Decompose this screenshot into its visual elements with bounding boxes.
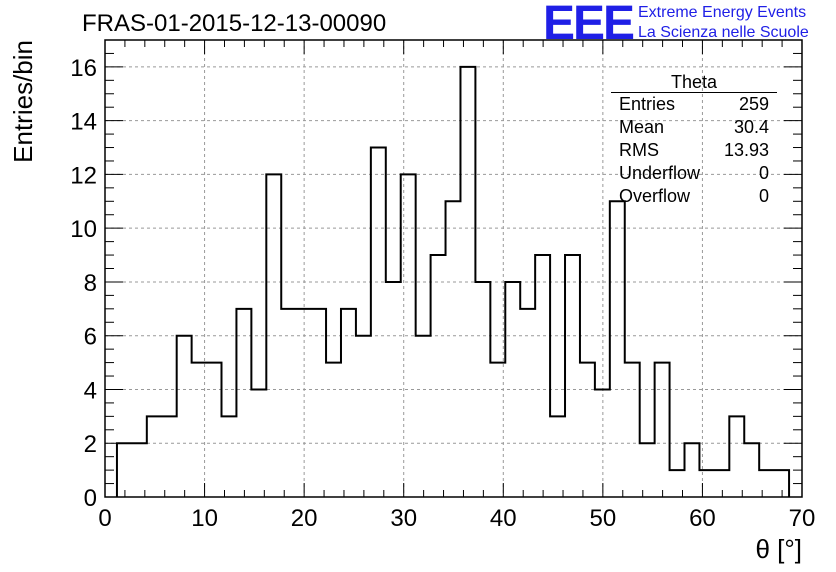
histogram-bin [281,309,296,497]
stats-row-underflow: Underflow 0 [611,162,777,185]
histogram-bin [685,443,700,497]
histogram-bin [759,470,774,497]
histogram-bin [446,201,461,497]
stats-label: Overflow [619,186,691,206]
eee-line-1: Extreme Energy Events [638,4,807,21]
chart-title: FRAS-01-2015-12-13-00090 [82,10,387,37]
histogram-bin [550,416,565,497]
histogram-bin [356,336,371,497]
histogram-bin [416,336,431,497]
histogram-bin [670,470,685,497]
histogram-bin [431,255,446,497]
histogram-bin [221,416,236,497]
x-tick-label: 30 [390,505,417,532]
histogram-bin [311,309,326,497]
histogram-bin [520,309,535,497]
histogram-bin [625,363,640,497]
histogram-bin [774,470,789,497]
histogram-bin [371,148,386,497]
x-axis-label: θ [°] [755,534,802,564]
stats-value: 30.4 [733,117,769,137]
histogram-bin [640,443,655,497]
y-tick-label: 16 [70,55,97,82]
stats-label: RMS [619,140,659,160]
plot-frame [104,39,803,498]
histogram-bin [296,309,311,497]
histogram-bin [162,416,177,497]
histogram-bin [132,443,147,497]
histogram-bin [595,389,610,497]
y-tick-label: 6 [84,324,97,351]
eee-logo: EEE [543,0,635,50]
histogram-bin [192,363,207,497]
y-tick-label: 12 [70,162,97,189]
stats-label: Mean [619,117,665,137]
histogram-bin [475,282,490,497]
histogram-bin [117,443,132,497]
histogram-outline [115,65,791,497]
histogram-bin [655,363,670,497]
y-tick-label: 4 [84,377,97,404]
histogram-bin [147,416,162,497]
x-tick-label: 50 [590,505,617,532]
x-tick-label: 0 [98,505,111,532]
y-tick-label: 8 [84,270,97,297]
stats-value: 0 [758,186,769,206]
histogram-bin [505,282,520,497]
stats-value: 13.93 [723,140,769,160]
stats-label: Underflow [619,163,701,183]
stats-row-mean: Mean 30.4 [611,116,777,139]
stats-label: Entries [619,94,676,114]
eee-line-2: La Scienza nelle Scuole [638,24,809,41]
y-tick-label: 10 [70,216,97,243]
histogram-bin [266,174,281,497]
histogram-bin [744,443,759,497]
stats-row-overflow: Overflow 0 [611,185,777,208]
histogram-bin [326,363,341,497]
stats-box-title: Theta [611,72,777,93]
histogram-bin [207,363,222,497]
histogram-bin [341,309,356,497]
stats-value: 0 [758,163,769,183]
y-tick-label: 2 [84,431,97,458]
histogram-bin [177,336,192,497]
histogram-bin [729,416,744,497]
x-tick-label: 40 [490,505,517,532]
y-tick-label: 14 [70,109,97,136]
stats-value: 259 [738,94,769,114]
histogram-bin [460,67,475,497]
x-tick-label: 10 [191,505,218,532]
histogram-bin [490,363,505,497]
histogram-bin [699,470,714,497]
histogram-bin [251,389,266,497]
histogram-bin [236,309,251,497]
histogram-bin [580,363,595,497]
histogram-bin [610,201,625,497]
x-tick-label: 70 [789,505,816,532]
histogram-bin [714,470,729,497]
y-tick-label: 0 [84,485,97,512]
x-tick-label: 60 [689,505,716,532]
stats-row-entries: Entries 259 [611,93,777,116]
histogram-bin [535,255,550,497]
stats-row-rms: RMS 13.93 [611,139,777,162]
stats-box: Theta Entries 259 Mean 30.4 RMS 13.93 Un… [611,72,777,208]
x-tick-label: 20 [291,505,318,532]
y-axis-label: Entries/bin [8,40,38,163]
histogram-bin [401,174,416,497]
histogram-bin [386,282,401,497]
histogram-bin [565,255,580,497]
